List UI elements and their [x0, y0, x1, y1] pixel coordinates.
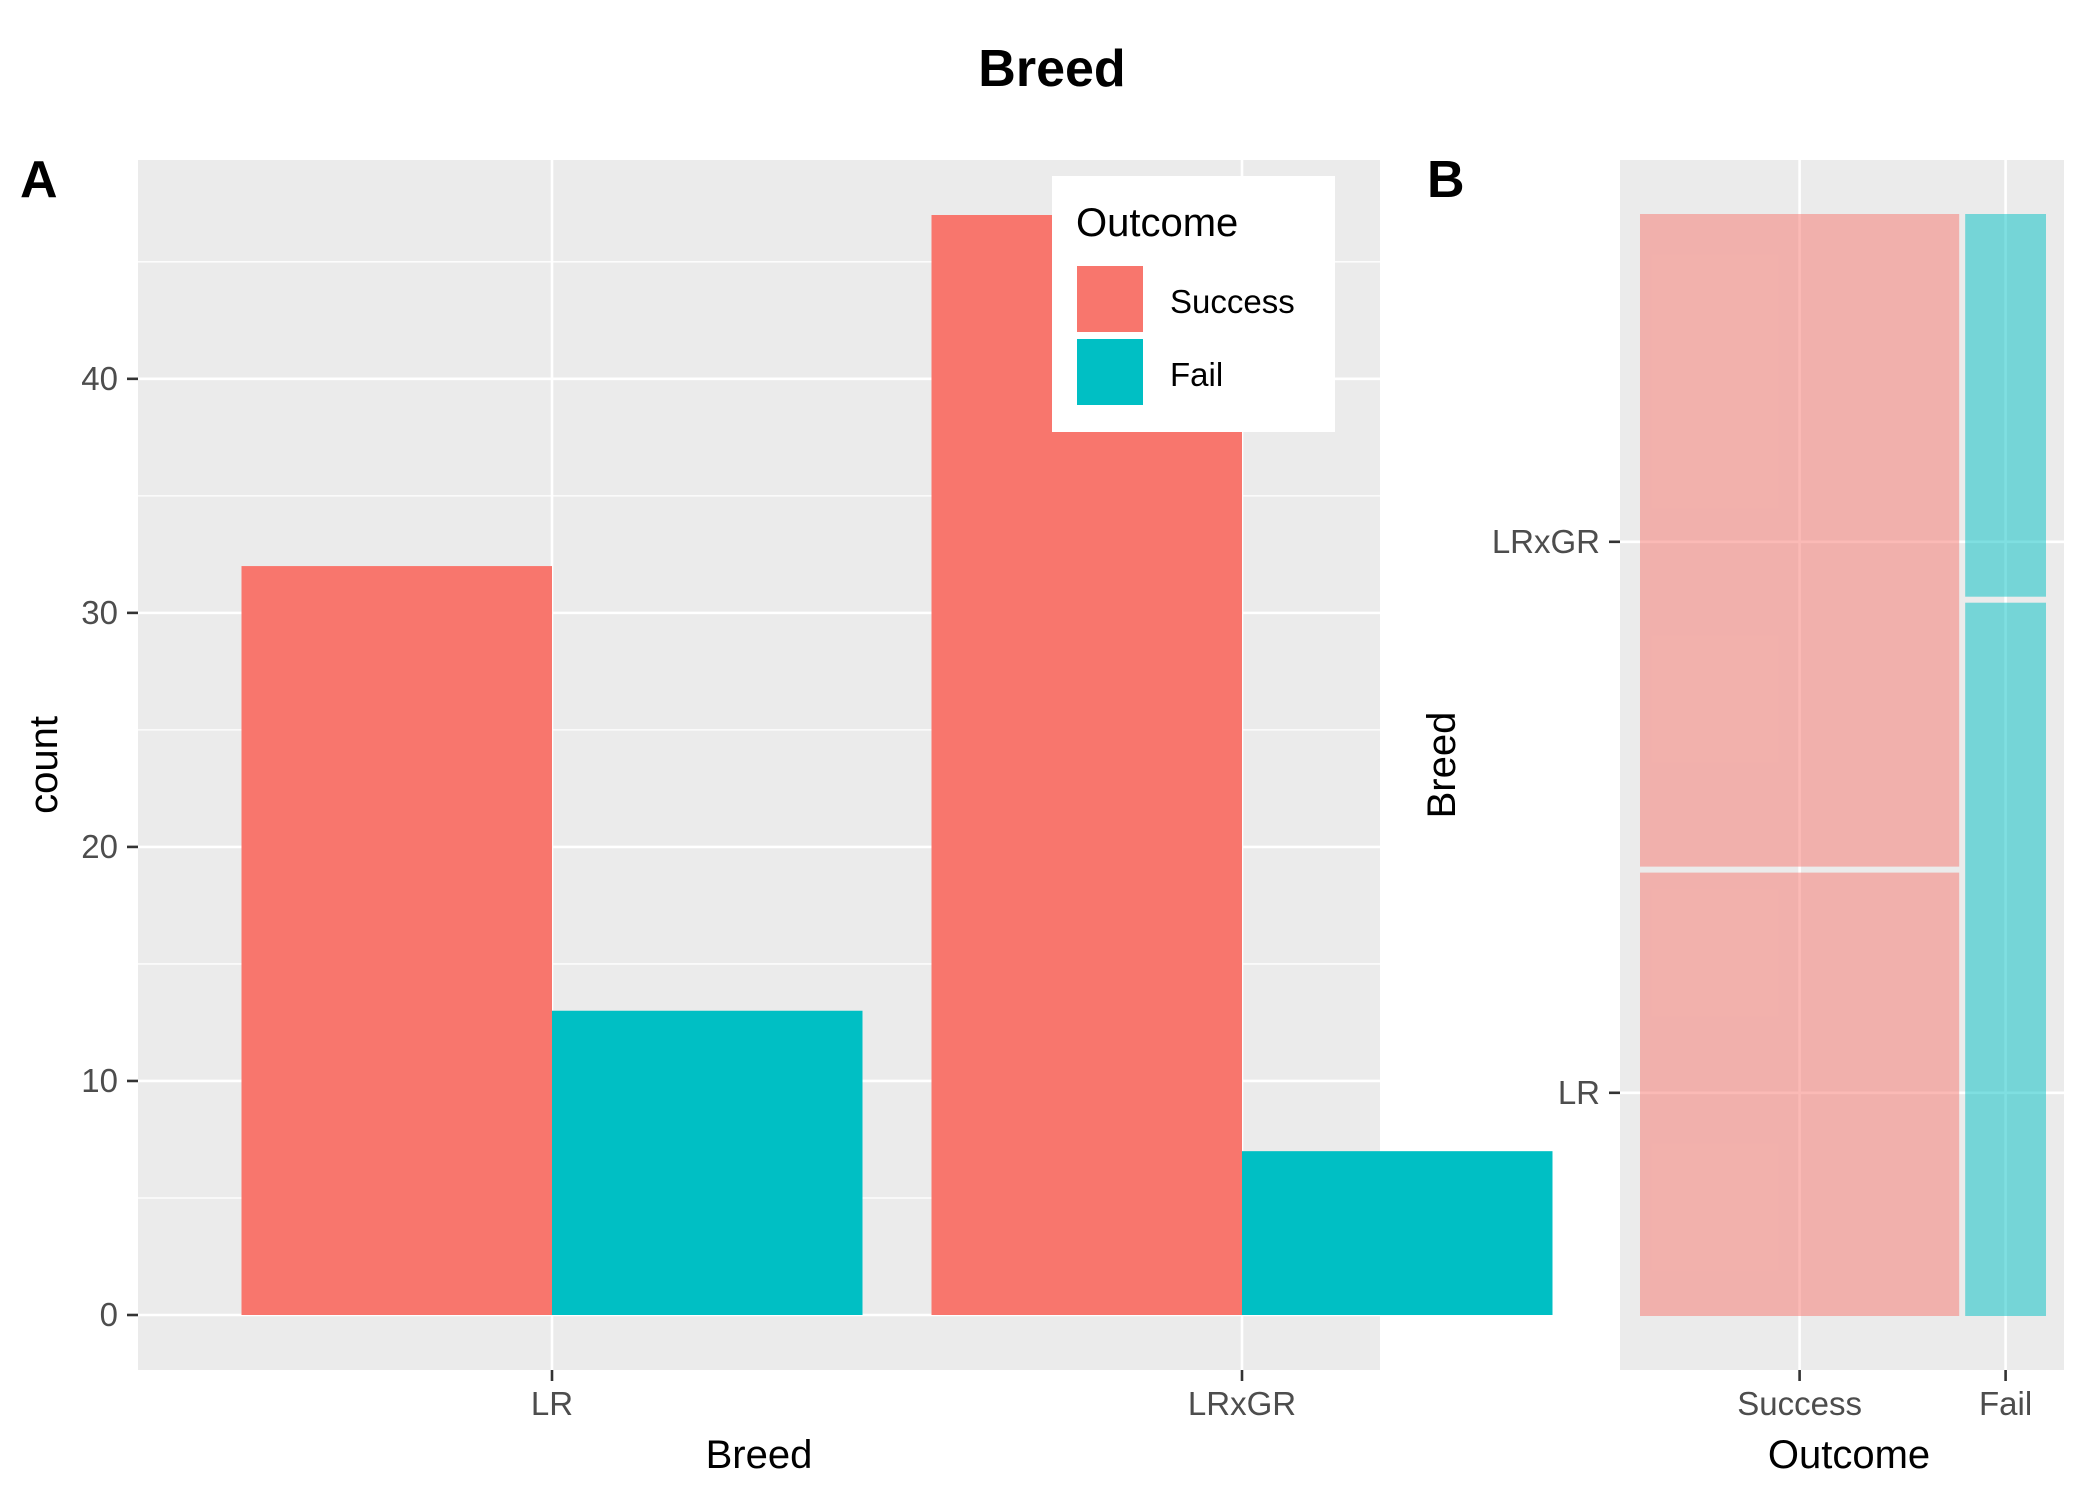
y-axis-title-b: Breed — [1420, 712, 1464, 819]
x-tick-label-b: Success — [1737, 1385, 1862, 1422]
y-tick-label-a: 10 — [81, 1062, 118, 1099]
tile-success-lr — [1640, 872, 1960, 1316]
legend: Outcome Success Fail — [1052, 176, 1335, 432]
y-tick-label-a: 30 — [81, 594, 118, 631]
legend-key-fail — [1075, 337, 1145, 407]
tile-fail-lr — [1965, 602, 2046, 1316]
x-tick-label-a: LRxGR — [1188, 1385, 1296, 1422]
y-axis-a: 0 10 20 30 40 — [81, 360, 138, 1333]
tiles-b — [1640, 214, 2046, 1316]
bar-fail-lr — [552, 1010, 863, 1315]
legend-title: Outcome — [1076, 201, 1238, 245]
y-axis-b: LR LRxGR — [1492, 523, 1620, 1111]
legend-label-success: Success — [1170, 283, 1295, 320]
y-tick-label-b: LRxGR — [1492, 523, 1600, 560]
panel-tag-b: B — [1427, 151, 1465, 209]
legend-key-success — [1075, 264, 1145, 334]
panel-b: B LR LRxGR Success Fail Outcome Breed — [1420, 151, 2064, 1477]
legend-label-fail: Fail — [1170, 356, 1223, 393]
main-title: Breed — [978, 40, 1125, 98]
x-axis-b: Success Fail — [1737, 1370, 2032, 1422]
y-tick-label-a: 40 — [81, 360, 118, 397]
x-axis-a: LR LRxGR — [531, 1370, 1296, 1422]
panel-a: A 0 10 20 30 40 LR LRxGR Breed count Outcome … — [20, 151, 1553, 1477]
panel-tag-a: A — [20, 151, 58, 209]
x-tick-label-a: LR — [531, 1385, 573, 1422]
tile-success-lrxgr — [1640, 214, 1960, 867]
y-tick-label-a: 20 — [81, 828, 118, 865]
x-axis-title-a: Breed — [706, 1433, 813, 1477]
y-tick-label-a: 0 — [100, 1296, 118, 1333]
x-tick-label-b: Fail — [1979, 1385, 2032, 1422]
bar-success-lr — [241, 566, 552, 1315]
y-tick-label-b: LR — [1558, 1074, 1600, 1111]
tile-fail-lrxgr — [1965, 214, 2046, 597]
bar-fail-lrxgr — [1242, 1151, 1553, 1315]
y-axis-title-a: count — [22, 716, 66, 814]
x-axis-title-b: Outcome — [1768, 1433, 1930, 1477]
